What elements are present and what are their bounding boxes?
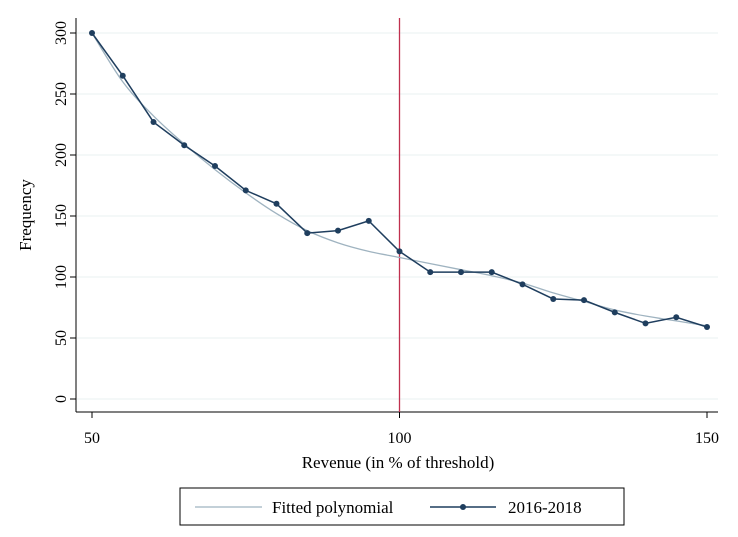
- data-point: [212, 162, 218, 169]
- y-tick-label: 100: [53, 265, 70, 289]
- data-point: [458, 269, 464, 276]
- data-point: [396, 248, 403, 255]
- data-point: [365, 217, 372, 224]
- data-point: [89, 30, 95, 36]
- y-tick-label: 0: [53, 395, 70, 403]
- data-point: [242, 187, 249, 194]
- data-point: [304, 230, 311, 237]
- y-axis-ticks: 0 50 100 150 200 250 300: [53, 21, 76, 403]
- data-point: [488, 269, 495, 276]
- y-tick-label: 250: [53, 82, 70, 106]
- y-tick-label: 300: [53, 21, 70, 45]
- data-point: [704, 324, 710, 331]
- y-axis-title: Frequency: [16, 179, 35, 251]
- x-tick-label: 100: [388, 430, 412, 447]
- data-point: [119, 72, 126, 79]
- data-point: [519, 281, 526, 288]
- axes: [75, 18, 718, 413]
- x-tick-label: 150: [695, 430, 719, 447]
- data-point: [150, 119, 157, 126]
- y-tick-label: 200: [53, 143, 70, 167]
- data-point: [611, 309, 618, 316]
- data-point: [273, 200, 280, 207]
- legend-2016-2018-label: 2016-2018: [508, 498, 582, 517]
- gridlines: [77, 32, 718, 400]
- series-2016-2018-markers: [89, 30, 710, 331]
- data-point: [642, 320, 649, 327]
- y-tick-label: 50: [53, 330, 70, 346]
- data-point: [427, 269, 434, 276]
- data-point: [550, 295, 557, 302]
- legend: Fitted polynomial 2016-2018: [179, 487, 625, 526]
- x-tick-label: 50: [84, 430, 100, 447]
- data-point: [181, 142, 188, 149]
- y-tick-label: 150: [53, 204, 70, 228]
- legend-2016-2018-marker: [460, 504, 466, 510]
- x-axis-ticks: 50 100 150: [84, 412, 719, 447]
- legend-fitted-polynomial-label: Fitted polynomial: [272, 498, 394, 517]
- data-point: [673, 314, 680, 321]
- x-axis-title: Revenue (in % of threshold): [302, 453, 495, 472]
- data-point: [581, 297, 587, 304]
- data-point: [335, 227, 341, 234]
